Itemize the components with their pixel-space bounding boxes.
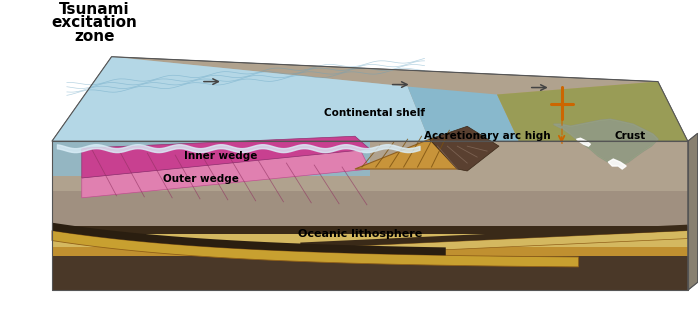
Polygon shape — [52, 141, 688, 191]
Text: Outer wedge: Outer wedge — [163, 174, 239, 184]
Polygon shape — [52, 141, 688, 290]
Polygon shape — [300, 231, 688, 256]
Polygon shape — [52, 223, 446, 255]
Polygon shape — [52, 226, 688, 234]
Text: Crust: Crust — [615, 131, 646, 141]
Polygon shape — [497, 82, 688, 141]
Polygon shape — [407, 87, 519, 141]
Polygon shape — [430, 126, 499, 171]
Polygon shape — [52, 57, 430, 141]
Polygon shape — [52, 231, 578, 267]
Polygon shape — [608, 159, 626, 169]
Text: Continental shelf: Continental shelf — [324, 109, 426, 118]
Text: Tsunami: Tsunami — [60, 2, 130, 16]
Polygon shape — [52, 246, 688, 256]
Text: Inner wedge: Inner wedge — [184, 151, 258, 161]
Polygon shape — [554, 119, 658, 166]
Text: excitation: excitation — [52, 16, 138, 30]
Text: Oceanic lithosphere: Oceanic lithosphere — [298, 229, 422, 239]
Polygon shape — [554, 119, 658, 166]
Text: zone: zone — [74, 29, 115, 44]
Polygon shape — [82, 149, 370, 198]
Polygon shape — [52, 191, 688, 226]
Polygon shape — [52, 234, 688, 246]
Text: Accretionary arc high: Accretionary arc high — [424, 131, 550, 141]
Polygon shape — [577, 138, 590, 146]
Polygon shape — [497, 82, 688, 141]
Polygon shape — [688, 133, 698, 290]
Polygon shape — [52, 256, 688, 290]
Polygon shape — [52, 57, 430, 141]
Polygon shape — [300, 225, 688, 248]
Polygon shape — [82, 136, 370, 178]
Polygon shape — [52, 141, 370, 176]
Polygon shape — [355, 139, 457, 169]
Polygon shape — [52, 57, 688, 141]
